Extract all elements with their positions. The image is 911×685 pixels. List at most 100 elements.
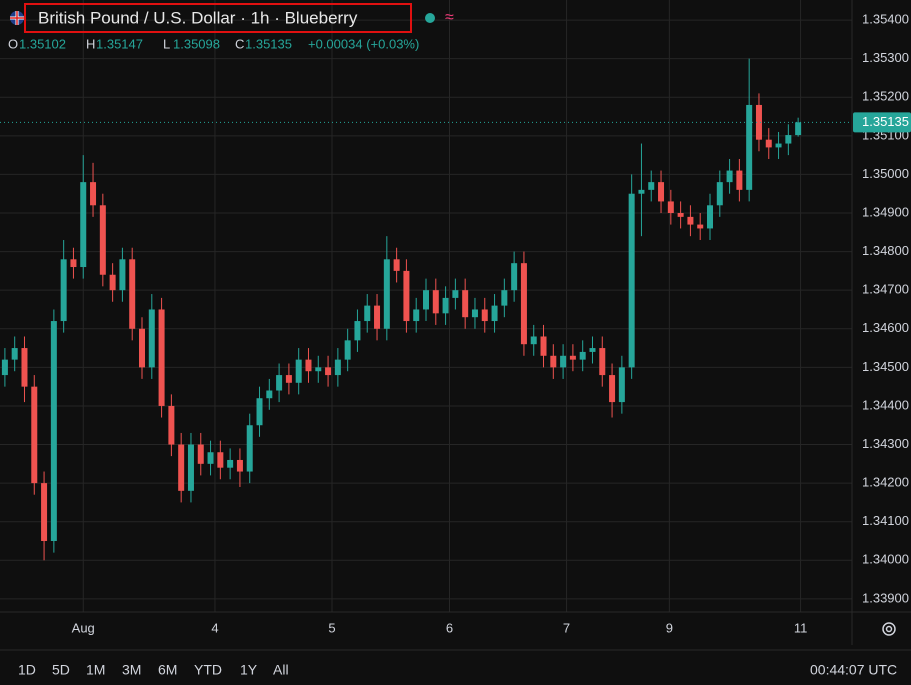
range-button[interactable]: 6M (158, 662, 177, 678)
x-tick-label: 9 (666, 620, 673, 635)
candle-body (60, 259, 67, 322)
ohlc-key: L (163, 36, 170, 51)
y-tick-label: 1.34700 (862, 282, 909, 297)
candle-body (589, 348, 596, 352)
candle-body (109, 274, 116, 291)
candle-body (618, 367, 625, 403)
candle-body (726, 170, 733, 183)
candle-body (393, 259, 400, 271)
y-tick-label: 1.34300 (862, 436, 909, 451)
candle-body (501, 290, 508, 306)
candle-body (334, 359, 341, 376)
settings-icon[interactable] (882, 622, 896, 636)
candle-body (530, 336, 537, 345)
candle-body (432, 290, 439, 314)
range-button[interactable]: All (273, 662, 289, 678)
symbol-flag (10, 11, 24, 25)
candle-body (471, 309, 478, 318)
symbol-title[interactable]: British Pound / U.S. Dollar · 1h · Blueb… (38, 8, 358, 27)
highlight-box (24, 3, 412, 33)
candle-body (178, 444, 185, 491)
candle-body (697, 224, 704, 229)
candle-body (266, 390, 273, 399)
candle-body (628, 193, 635, 368)
candle-body (707, 205, 713, 229)
y-tick-label: 1.34200 (862, 475, 909, 490)
candle-body (677, 213, 684, 217)
candle-body (374, 305, 381, 329)
range-button[interactable]: 1M (86, 662, 105, 678)
y-tick-label: 1.34600 (862, 320, 909, 335)
candle-body (609, 375, 616, 403)
candle-body (755, 104, 762, 140)
candle-body (50, 321, 57, 541)
candle-body (550, 355, 557, 368)
y-tick-label: 1.34400 (862, 397, 909, 412)
candle-body (599, 348, 606, 376)
candle-body (452, 290, 459, 298)
candle-body (560, 355, 567, 368)
range-button[interactable]: 1Y (240, 662, 258, 678)
candle-body (227, 459, 234, 468)
candle-body (481, 309, 488, 322)
candle-body (765, 139, 772, 148)
x-tick-label: 7 (563, 620, 570, 635)
indicator-icon: ≈ (445, 9, 454, 26)
candle-body (746, 104, 753, 190)
candle-body (11, 348, 18, 360)
ohlc-key: H (86, 36, 95, 51)
candle-body (168, 405, 175, 445)
candle-body (687, 216, 694, 225)
range-button[interactable]: 5D (52, 662, 70, 678)
ohlc-value: 1.35098 (173, 36, 220, 51)
candle-body (716, 182, 723, 206)
y-tick-label: 1.33900 (862, 590, 909, 605)
candle-body (344, 340, 351, 360)
x-tick-label: 5 (328, 620, 335, 635)
candle-body (99, 205, 106, 275)
ohlc-legend: O 1.35102 H 1.35147 L 1.35098 C 1.35135 (8, 36, 292, 51)
candle-body (540, 336, 547, 356)
last-price-box (853, 112, 911, 133)
candle-body (795, 122, 802, 136)
candle-body (579, 351, 586, 360)
candle-body (569, 355, 576, 360)
candle-body (383, 259, 390, 329)
y-tick-label: 1.34800 (862, 243, 909, 258)
range-button[interactable]: 1D (18, 662, 36, 678)
candle-body (246, 425, 253, 472)
candles (1, 58, 802, 561)
candle-body (736, 170, 743, 190)
candle-body (403, 270, 410, 322)
candle-body (305, 359, 312, 372)
candle-body (648, 182, 655, 190)
candle-body (423, 290, 429, 310)
ohlc-key: C (235, 36, 244, 51)
x-tick-label: 4 (211, 620, 218, 635)
candle-body (667, 201, 674, 214)
candle-body (775, 143, 782, 148)
candle-body (236, 459, 243, 472)
candle-body (139, 328, 145, 368)
candle-body (295, 359, 302, 383)
status-dot (425, 13, 435, 23)
range-button[interactable]: YTD (194, 662, 222, 678)
candle-body (90, 182, 97, 206)
y-tick-label: 1.35200 (862, 89, 909, 104)
candle-body (276, 375, 283, 391)
candle-body (785, 135, 792, 144)
y-tick-label: 1.34000 (862, 552, 909, 567)
candle-body (41, 483, 48, 541)
y-tick-label: 1.34900 (862, 204, 909, 219)
ohlc-value: 1.35135 (245, 36, 292, 51)
candle-body (1, 359, 8, 376)
range-button[interactable]: 3M (122, 662, 141, 678)
candle-body (315, 367, 322, 372)
candle-body (354, 321, 361, 341)
y-tick-label: 1.35000 (862, 166, 909, 181)
candle-body (119, 259, 126, 291)
change: +0.00034 (+0.03%) (308, 36, 419, 51)
x-tick-label: 6 (446, 620, 453, 635)
